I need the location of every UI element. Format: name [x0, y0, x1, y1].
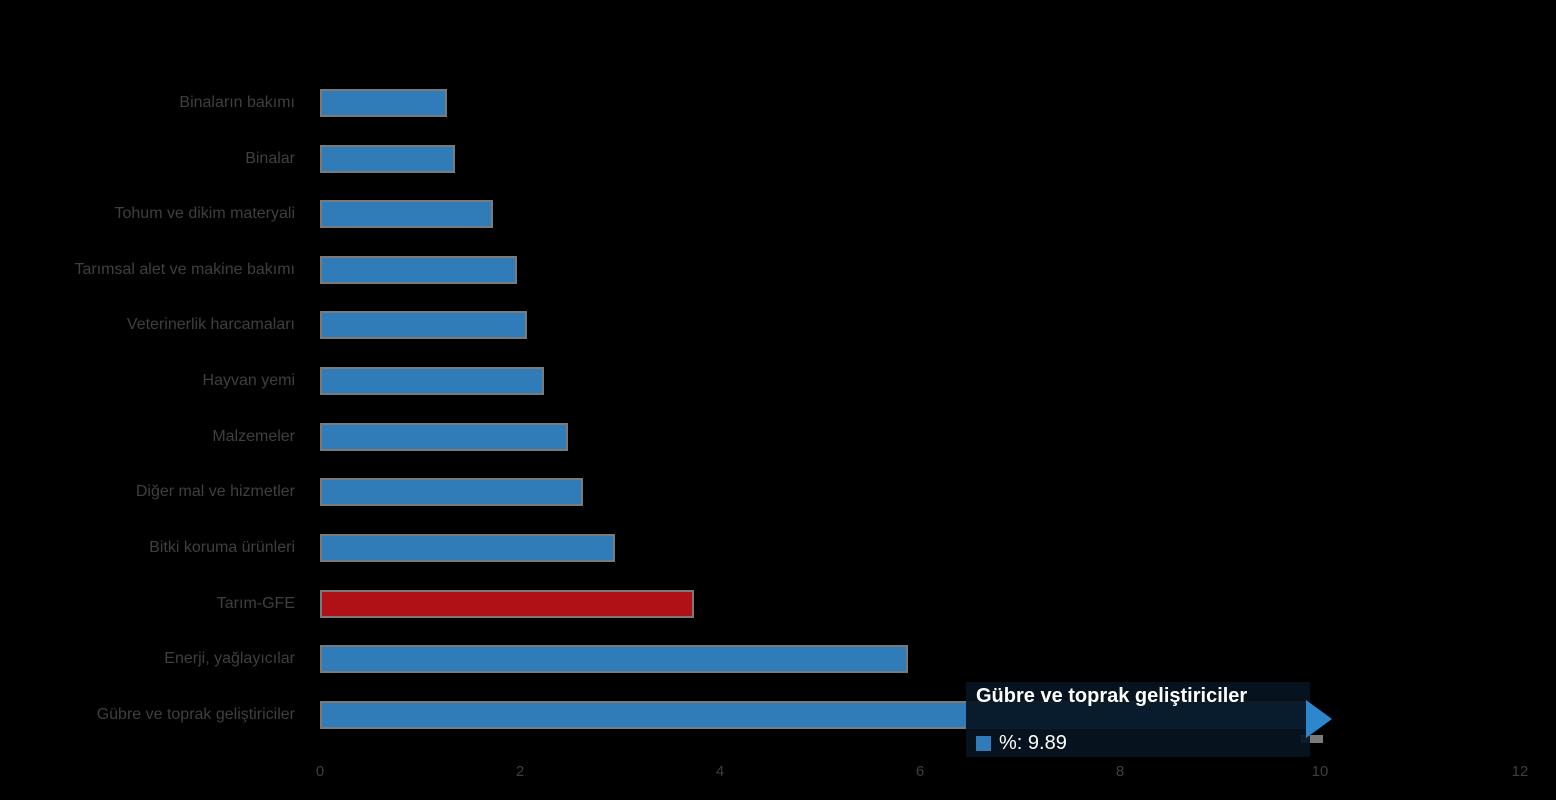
category-label: Veterinerlik harcamaları — [126, 316, 295, 334]
bar-border-notch — [1301, 735, 1323, 743]
category-label: Binaların bakımı — [179, 94, 295, 111]
series-marker-icon — [976, 735, 991, 751]
bar[interactable] — [320, 311, 527, 340]
bar[interactable] — [320, 478, 583, 507]
bar[interactable] — [320, 422, 568, 451]
x-axis-tick-label: 10 — [1311, 763, 1329, 780]
bar[interactable] — [320, 367, 544, 396]
bar[interactable] — [320, 200, 493, 229]
bar[interactable] — [320, 144, 455, 173]
bar-highlight[interactable] — [320, 589, 694, 618]
tooltip-title: Gübre ve toprak geliştiriciler — [976, 685, 1248, 707]
category-label: Malzemeler — [212, 427, 295, 445]
x-axis-tick-label: 6 — [915, 763, 925, 780]
bar[interactable] — [320, 533, 615, 562]
category-label: Bitki koruma ürünleri — [149, 538, 295, 556]
x-axis-tick-label: 12 — [1511, 763, 1529, 780]
category-label: Tarım-GFE — [216, 594, 295, 612]
tooltip: Gübre ve toprak geliştiriciler %: 9.89 — [966, 682, 1310, 757]
tooltip-value-row: %: 9.89 — [976, 731, 1067, 755]
category-label: Hayvan yemi — [202, 372, 295, 390]
category-label: Tarımsal alet ve makine bakımı — [74, 260, 295, 278]
x-axis-tick-label: 0 — [315, 763, 325, 780]
category-label: Diğer mal ve hizmetler — [135, 483, 295, 501]
tooltip-value: %: 9.89 — [999, 732, 1067, 754]
x-axis-tick-label: 2 — [515, 763, 525, 780]
category-label: Binalar — [245, 149, 295, 167]
category-label: Enerji, yağlayıcılar — [164, 650, 295, 668]
bar[interactable] — [320, 645, 908, 674]
x-axis-tick-label: 4 — [715, 763, 725, 780]
category-label: Gübre ve toprak geliştiriciler — [96, 705, 295, 723]
x-axis-tick-label: 8 — [1115, 763, 1125, 780]
category-label: Tohum ve dikim materyali — [114, 205, 296, 223]
bar[interactable] — [320, 255, 517, 284]
tooltip-arrow-icon — [1306, 700, 1332, 738]
bar[interactable] — [320, 89, 447, 117]
